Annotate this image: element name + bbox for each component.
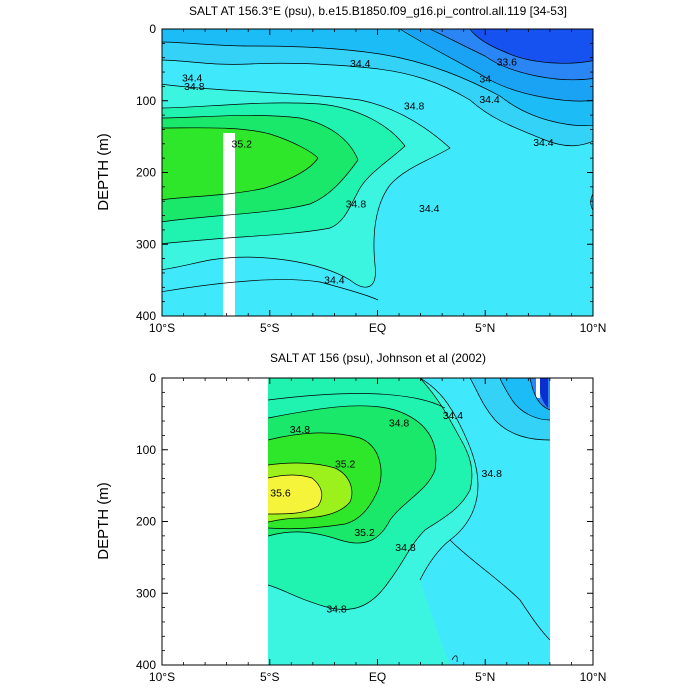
x-tick-label: 5°S — [260, 321, 279, 335]
contour-label: 34.8 — [481, 468, 502, 480]
top-panel: SALT AT 156.3°E (psu), b.e15.B1850.f09_g… — [95, 4, 606, 335]
y-tick-label: 200 — [136, 166, 156, 180]
top-y-axis-label: DEPTH (m) — [95, 133, 112, 211]
contour-label: 34.4 — [324, 275, 345, 287]
top-contour-lines — [162, 29, 593, 301]
contour-label: 34.8 — [395, 542, 416, 554]
x-tick-label: 5°N — [475, 321, 495, 335]
top-panel-title: SALT AT 156.3°E (psu), b.e15.B1850.f09_g… — [189, 4, 567, 18]
y-tick-label: 400 — [136, 309, 156, 323]
bottom-contour-fill — [268, 378, 550, 665]
y-tick-label: 300 — [136, 237, 156, 251]
top-contour-labels: 34.434.835.234.434.834.8 34.434.43434.433… — [182, 57, 554, 287]
bottom-axis-ticks: 10°S 5°S EQ 5°N 10°N 0 100 200 300 400 — [136, 371, 606, 684]
bottom-panel: SALT AT 156 (psu), Johnson et al (2002) — [95, 351, 606, 684]
contour-label: 35.2 — [354, 527, 375, 539]
bottom-panel-title: SALT AT 156 (psu), Johnson et al (2002) — [270, 351, 486, 365]
contour-label: 34.8 — [404, 100, 425, 112]
fill-lower-right — [450, 540, 550, 665]
contour-label: 34.4 — [479, 94, 500, 106]
y-tick-label: 300 — [136, 586, 156, 600]
fill-35.2 — [162, 127, 318, 200]
contour-label: 33.6 — [497, 57, 518, 69]
contour-label: 34.4 — [350, 58, 371, 70]
fill-34.4 — [420, 378, 550, 665]
y-tick-label: 0 — [149, 22, 156, 36]
contour-label: 34.4 — [533, 137, 554, 149]
bottom-y-axis-label: DEPTH (m) — [95, 482, 112, 560]
contour-label: 35.2 — [232, 138, 253, 150]
contour-label: 34.8 — [326, 604, 347, 616]
contour-label: 34.8 — [389, 418, 410, 430]
y-tick-label: 100 — [136, 443, 156, 457]
y-tick-label: 400 — [136, 658, 156, 672]
fill-35.6 — [268, 475, 322, 514]
y-tick-label: 0 — [149, 371, 156, 385]
x-tick-label: 5°S — [260, 670, 279, 684]
x-tick-label: 10°N — [580, 670, 607, 684]
top-contour-fill — [162, 29, 593, 316]
missing-data-notch — [536, 378, 540, 398]
x-tick-label: EQ — [369, 670, 386, 684]
contour-label: 35.6 — [270, 487, 291, 499]
contour-label: 34.8 — [290, 424, 311, 436]
x-tick-label: 5°N — [475, 670, 495, 684]
top-axis-ticks: 10°S 5°S EQ 5°N 10°N 0 100 200 300 400 — [136, 22, 606, 335]
x-tick-label: 10°S — [149, 321, 175, 335]
x-tick-label: EQ — [369, 321, 386, 335]
y-tick-label: 100 — [136, 94, 156, 108]
contour-label: 34.4 — [182, 72, 203, 84]
contour-label: 34.4 — [419, 203, 440, 215]
x-tick-label: 10°S — [149, 670, 175, 684]
contour-label: 34.4 — [443, 410, 464, 422]
bottom-contour-lines — [268, 378, 550, 663]
missing-data-strip — [223, 133, 235, 316]
y-tick-label: 200 — [136, 515, 156, 529]
contour-label: 35.2 — [335, 459, 356, 471]
contour-label: 34.8 — [184, 81, 205, 93]
fill-33.4 — [540, 378, 548, 408]
fill-33.4 — [471, 29, 593, 64]
x-tick-label: 10°N — [580, 321, 607, 335]
contour-label: 34 — [479, 74, 491, 86]
bottom-contour-labels: 34.8 34.8 34.4 35.2 35.6 35.2 34.8 34.8 34.8 — [270, 410, 502, 616]
contour-label: 34.8 — [346, 199, 367, 211]
